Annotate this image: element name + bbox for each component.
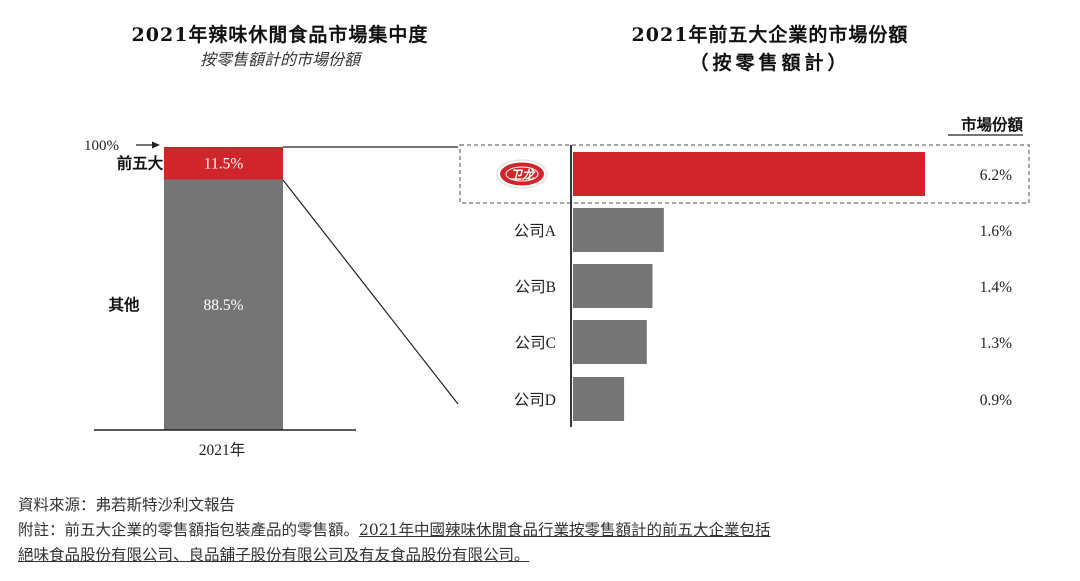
- highlight-box: [459, 144, 1030, 204]
- right-bar-chart: 市場份額 卫龙 6.2% 1.6% 公司A 1.4% 公司B 1.3% 公司C 0.9% 公司D: [459, 115, 1030, 427]
- series-name-top5: 前五大: [117, 153, 164, 172]
- bar-company-3: [573, 320, 647, 364]
- footnote-prefix: 附註：前五大企業的零售額指包裝產品的零售額。: [18, 521, 360, 539]
- left-stacked-chart: 100% 11.5% 88.5% 前五大 其他 2021年: [84, 138, 356, 459]
- bar-value-label: 1.4%: [980, 279, 1012, 296]
- bar-value-label: 0.9%: [980, 392, 1012, 409]
- chart-canvas: 100% 11.5% 88.5% 前五大 其他 2021年 市場份額 卫龙 6.…: [84, 115, 1030, 459]
- bar-value-label: 6.2%: [980, 167, 1012, 184]
- share-header: 市場份額: [961, 115, 1024, 134]
- footnote-underlined-1: 2021年中國辣味休閒食品行業按零售額計的前五大企業包括: [359, 521, 771, 539]
- category-label: 公司B: [515, 279, 556, 296]
- segment-label-top5: 11.5%: [204, 155, 244, 172]
- weilong-logo: 卫龙: [496, 159, 548, 189]
- bar-value-label: 1.6%: [980, 223, 1012, 240]
- category-label: 公司C: [515, 335, 556, 352]
- left-chart-subtitle: 按零售額計的市場份額: [199, 50, 360, 69]
- svg-text:卫龙: 卫龙: [510, 168, 536, 182]
- bar-company-1: [573, 208, 664, 252]
- bar-weilong: [573, 152, 925, 196]
- connector-line-bottom: [282, 179, 459, 405]
- left-chart-title: 2021年辣味休閒食品市場集中度: [131, 24, 429, 46]
- left-x-tick-label: 2021年: [199, 441, 246, 459]
- right-chart-subtitle: （按零售額計）: [689, 52, 851, 74]
- bar-company-4: [573, 377, 625, 421]
- bar-company-2: [573, 264, 653, 308]
- footnote: 附註：前五大企業的零售額指包裝產品的零售額。2021年中國辣味休閒食品行業按零售…: [18, 518, 770, 543]
- segment-label-others: 88.5%: [203, 297, 243, 314]
- top-marker-label: 100%: [84, 138, 119, 154]
- category-label: 公司D: [514, 392, 556, 409]
- stacked-bar-segment-top5: [164, 147, 283, 180]
- right-chart-title: 2021年前五大企業的市場份額: [631, 24, 909, 46]
- series-name-others: 其他: [108, 295, 140, 314]
- footnote-underlined-2: 絕味食品股份有限公司、良品舖子股份有限公司及有友食品股份有限公司。: [18, 546, 530, 564]
- stacked-bar-segment-others: [164, 179, 283, 430]
- top-marker-arrowhead: [152, 141, 160, 149]
- category-label: 公司A: [514, 223, 557, 240]
- source-note: 資料來源：弗若斯特沙利文報告: [18, 496, 236, 514]
- bar-value-label: 1.3%: [980, 335, 1012, 352]
